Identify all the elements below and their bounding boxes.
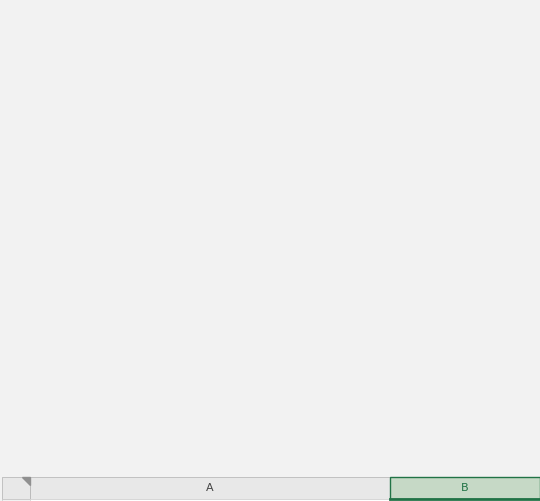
- Polygon shape: [22, 477, 30, 485]
- Bar: [390, 477, 540, 499]
- Text: B: B: [461, 483, 469, 493]
- Bar: [30, 499, 390, 501]
- Text: A: A: [206, 483, 214, 493]
- Bar: [30, 477, 390, 499]
- Bar: [2, 477, 30, 499]
- Bar: [2, 499, 30, 501]
- Bar: [390, 499, 540, 501]
